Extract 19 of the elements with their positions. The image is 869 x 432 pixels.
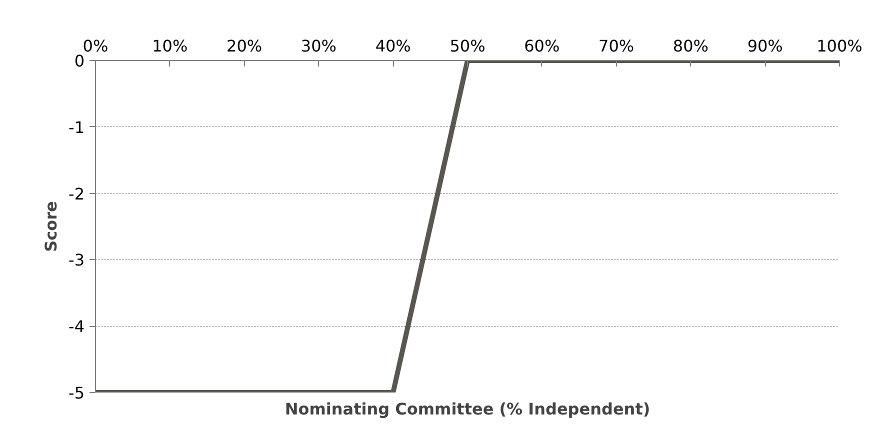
y-axis-title: Score <box>42 200 61 252</box>
x-tick-label: 30% <box>300 36 336 56</box>
x-tick-label: 20% <box>226 36 262 56</box>
x-tick-label: 70% <box>598 36 634 56</box>
y-tick-label: -4 <box>68 317 84 336</box>
x-tick-label: 0% <box>82 36 108 56</box>
y-tick-label: 0 <box>74 52 85 70</box>
x-tick-label: 100% <box>816 36 862 56</box>
x-tick-label: 40% <box>375 36 411 56</box>
x-axis-title: Nominating Committee (% Independent) <box>284 400 650 418</box>
x-tick-label: 90% <box>747 36 783 56</box>
y-tick-label: -5 <box>68 384 84 402</box>
y-tick-label: -1 <box>68 118 84 137</box>
x-tick-label: 80% <box>672 36 708 56</box>
y-tick-label: -2 <box>68 184 84 204</box>
y-tick-label: -3 <box>68 250 84 270</box>
x-tick-label: 50% <box>450 36 486 56</box>
x-tick-label: 10% <box>152 36 188 56</box>
x-tick-label: 60% <box>524 36 560 56</box>
